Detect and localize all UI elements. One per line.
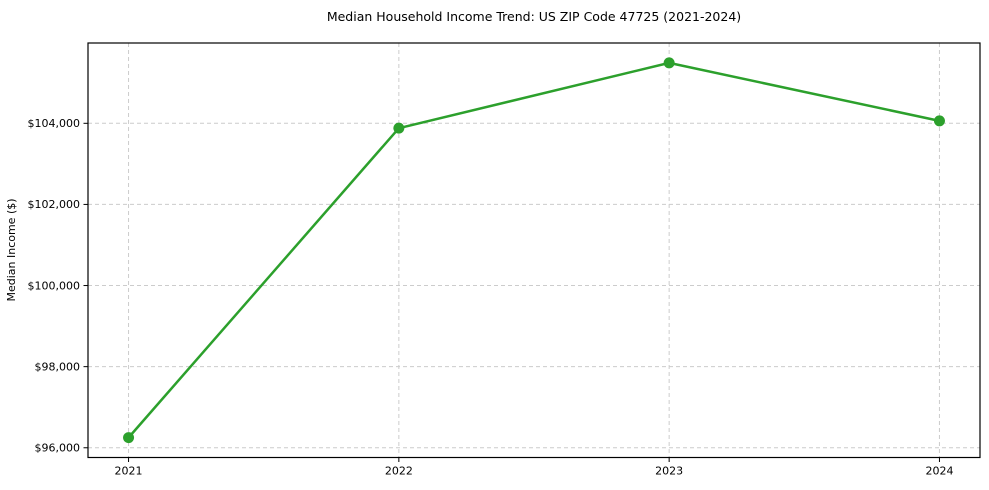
chart-title: Median Household Income Trend: US ZIP Co… xyxy=(327,9,741,24)
data-point-2022 xyxy=(393,122,405,134)
y-tick-label: $98,000 xyxy=(35,360,81,373)
y-axis-label: Median Income ($) xyxy=(5,198,18,301)
x-tick-label: 2023 xyxy=(655,465,683,478)
data-point-2021 xyxy=(123,432,135,444)
trend-line xyxy=(127,61,941,439)
y-tick-label: $100,000 xyxy=(28,279,81,292)
x-tick-label: 2021 xyxy=(115,465,143,478)
y-tick-label: $102,000 xyxy=(28,198,81,211)
x-tick-label: 2022 xyxy=(385,465,413,478)
data-point-2024 xyxy=(933,115,945,127)
data-point-2023 xyxy=(663,57,675,69)
y-tick-label: $104,000 xyxy=(28,117,81,130)
y-tick-label: $96,000 xyxy=(35,442,81,455)
plot-border xyxy=(87,42,981,459)
plot-area: 2021 2022 2023 2024 $96,000 $98,000 $100,000 $1… xyxy=(28,42,981,478)
x-tick-label: 2024 xyxy=(925,465,953,478)
